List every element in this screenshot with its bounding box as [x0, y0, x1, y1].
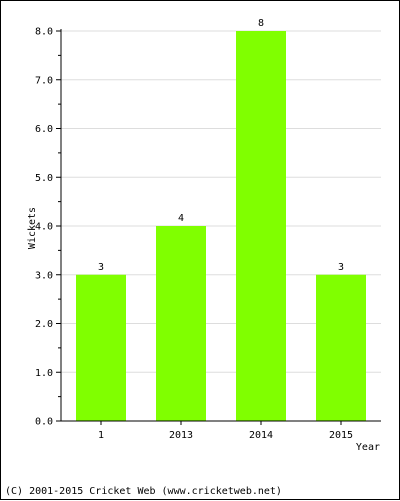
y-tick-label: 0.0	[35, 417, 53, 428]
y-tick-label: 4.0	[35, 222, 53, 233]
x-tick-label: 2015	[329, 430, 353, 441]
bar-value-label: 3	[98, 262, 104, 273]
bar-value-label: 4	[178, 213, 184, 224]
footer-credit: (C) 2001-2015 Cricket Web (www.cricketwe…	[5, 486, 282, 497]
y-axis-label: Wickets	[27, 207, 38, 249]
bar	[316, 274, 366, 421]
y-tick-label: 8.0	[35, 27, 53, 38]
y-tick-label: 5.0	[35, 173, 53, 184]
bar-value-label: 3	[338, 262, 344, 273]
x-tick-label: 2014	[249, 430, 273, 441]
bars-group	[76, 31, 366, 421]
y-tick-label: 2.0	[35, 319, 53, 330]
y-tick-label: 3.0	[35, 270, 53, 281]
axes-group	[60, 29, 381, 422]
x-tick-label: 2013	[169, 430, 193, 441]
bar	[236, 31, 286, 421]
x-ticks-group: 1 2013 2014 2015	[98, 421, 353, 441]
y-tick-label: 1.0	[35, 368, 53, 379]
x-axis-label: Year	[356, 442, 380, 453]
y-tick-label: 7.0	[35, 75, 53, 86]
x-tick-label: 1	[98, 430, 104, 441]
bar-value-label: 8	[258, 18, 264, 29]
y-ticks-group: 0.0 1.0 2.0 3.0 4.0 5.0 6.0 7.0 8.0	[35, 27, 61, 428]
bar	[76, 274, 126, 421]
value-labels-group: 3 4 8 3	[98, 18, 344, 273]
bar	[156, 226, 206, 421]
y-tick-label: 6.0	[35, 124, 53, 135]
